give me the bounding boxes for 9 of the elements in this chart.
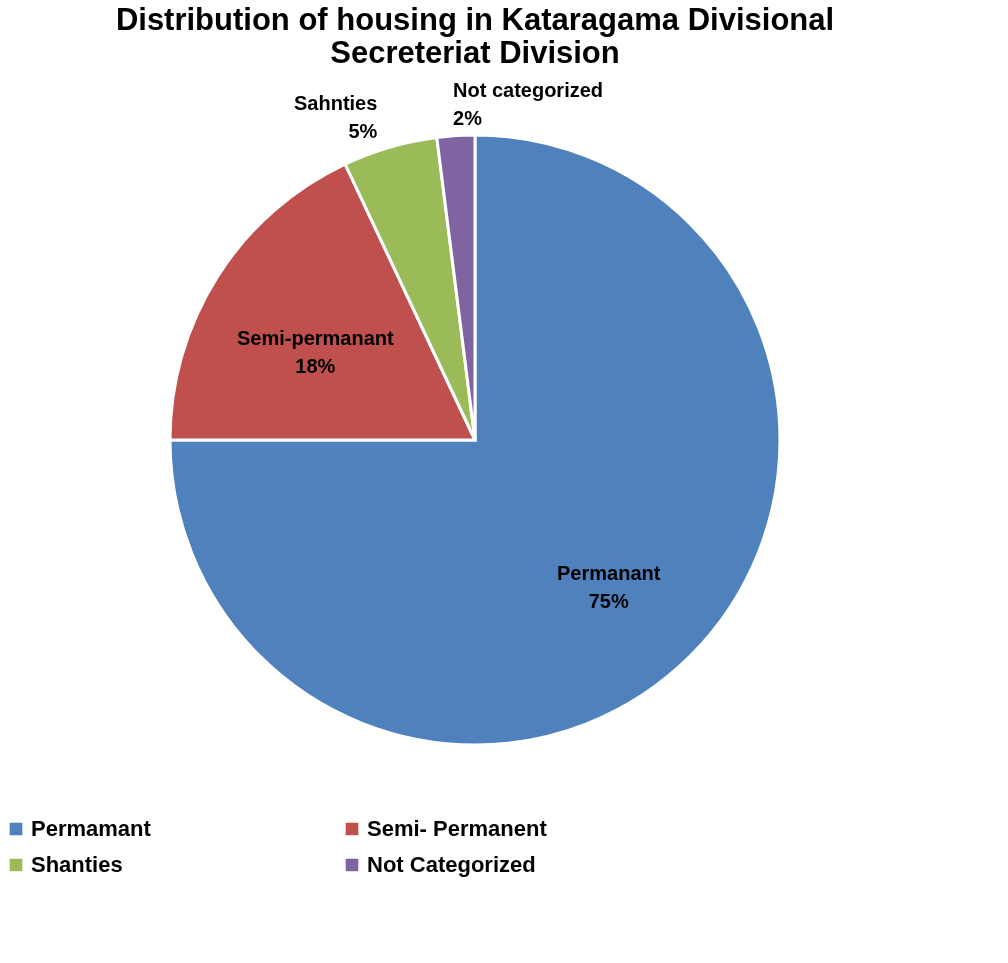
chart-title: Distribution of housing in Kataragama Divisional Secreteriat Division [115,2,835,70]
data-label: Sahnties 5% [293,91,378,142]
legend-label: Semi- Permanent [367,816,548,841]
legend-label: Permamant [31,816,152,841]
legend-label: Shanties [31,852,123,877]
data-label: Not categorized 2% [453,78,604,129]
legend-label: Not Categorized [367,852,536,877]
data-label: Semi-permanant 18% [236,326,395,377]
data-label: Permanant 75% [557,561,661,612]
